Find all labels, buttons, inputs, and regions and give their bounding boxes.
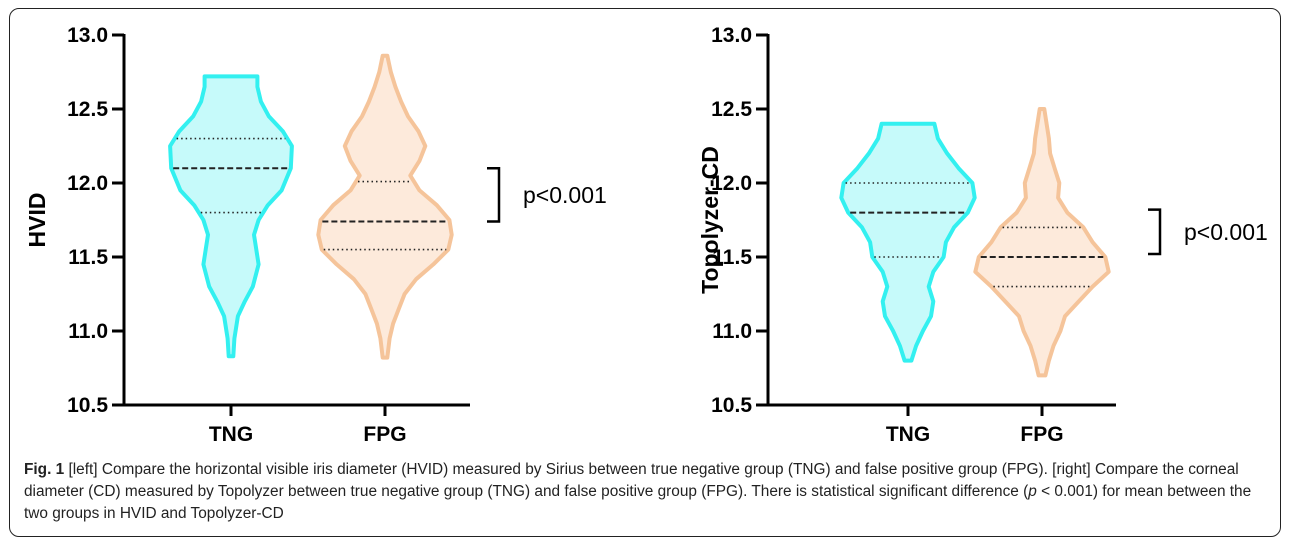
significance-bracket: [1148, 208, 1162, 256]
x-tick-label-tng: TNG: [886, 423, 930, 446]
y-tick-label: 11.0: [712, 320, 752, 343]
violin-tng: [839, 121, 977, 363]
y-tick-label: 12.5: [711, 98, 752, 121]
caption-text-1: [left] Compare the horizontal visible ir…: [24, 461, 1239, 500]
violin-tng: [168, 74, 294, 359]
y-tick-label: 12.0: [711, 172, 752, 195]
x-tick-label-tng: TNG: [209, 423, 253, 446]
x-tick-label-fpg: FPG: [363, 423, 406, 446]
x-tick-label-fpg: FPG: [1020, 423, 1063, 446]
y-tick-label: 10.5: [711, 394, 752, 417]
figure-caption: Fig. 1 [left] Compare the horizontal vis…: [24, 459, 1274, 525]
y-tick-label: 10.5: [67, 394, 108, 417]
y-tick-label: 11.0: [68, 320, 108, 343]
y-axis-label: HVID: [24, 193, 50, 248]
caption-text-2: < 0.001) for mean between the two groups…: [24, 483, 1252, 522]
y-tick-label: 11.5: [712, 246, 752, 269]
y-tick-label: 12.0: [67, 172, 108, 195]
p-value-annotation: p<0.001: [1184, 219, 1268, 245]
y-tick-label: 13.0: [67, 24, 108, 47]
significance-bracket: [487, 166, 501, 223]
violin-fpg: [973, 107, 1111, 378]
caption-label: Fig. 1: [24, 461, 65, 478]
violin-fpg: [316, 53, 454, 360]
caption-p-symbol: p: [1028, 483, 1037, 500]
chart-topolyzer-cd: 13.0 12.5 12.0 11.5 11.0 10.5 TNG FPG Topolyzer-…: [697, 24, 1268, 446]
figure-border: [9, 8, 1281, 537]
y-axis-label: Topolyzer-CD: [697, 146, 723, 294]
p-value-annotation: p<0.001: [523, 182, 607, 208]
chart-hvid: 13.0 12.5 12.0 11.5 11.0 10.5 TNG FPG HVID p<0.00…: [24, 24, 607, 446]
y-tick-label: 11.5: [68, 246, 108, 269]
y-tick-label: 12.5: [67, 98, 108, 121]
y-tick-label: 13.0: [711, 24, 752, 47]
